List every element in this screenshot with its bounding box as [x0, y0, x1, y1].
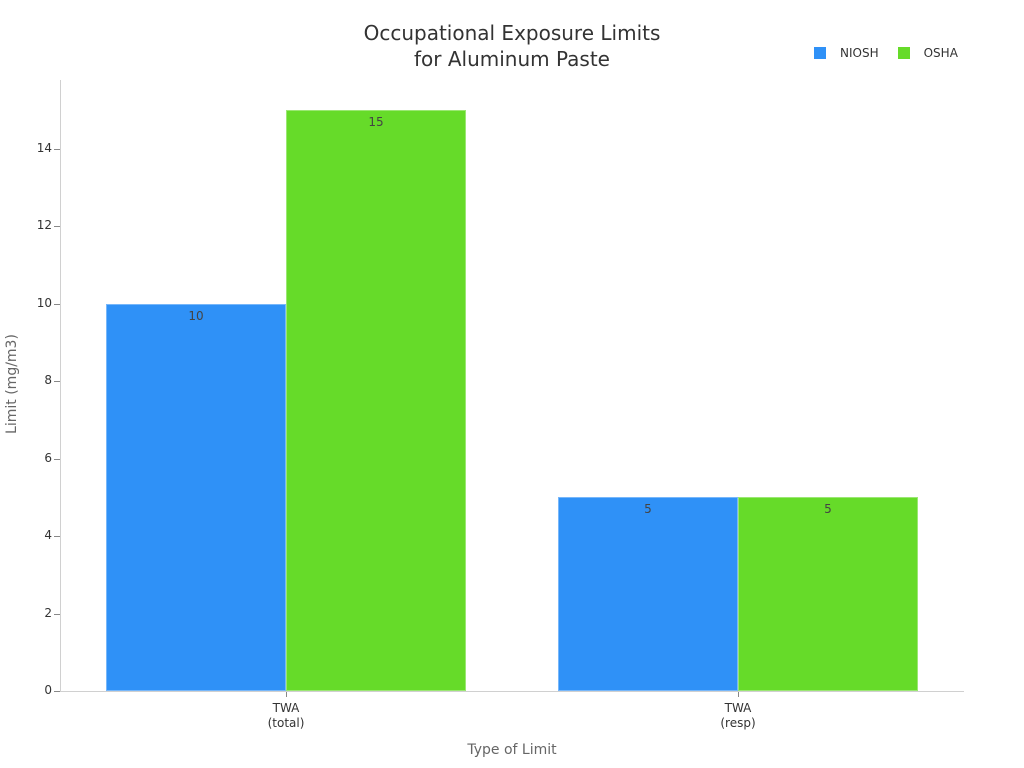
y-tick-label: 0 [44, 683, 52, 697]
y-tick [54, 381, 60, 382]
x-tick [286, 692, 287, 697]
y-tick-label: 6 [44, 451, 52, 465]
y-tick [54, 149, 60, 150]
x-tick-label: TWA (total) [236, 701, 336, 731]
bar-value-label: 5 [824, 502, 832, 516]
chart-title-line-1: Occupational Exposure Limits [363, 21, 661, 45]
y-tick-label: 10 [36, 296, 52, 310]
y-tick [54, 226, 60, 227]
y-tick [54, 459, 60, 460]
x-tick-label-line: TWA [724, 701, 752, 715]
x-tick-label-line: (total) [267, 716, 305, 730]
y-tick [54, 691, 60, 692]
x-tick-label-line: TWA [272, 701, 300, 715]
legend: NIOSH OSHA [814, 46, 977, 60]
x-axis-label: Type of Limit [467, 742, 557, 758]
legend-label-osha: OSHA [923, 46, 958, 60]
x-tick [738, 692, 739, 697]
bar-osha-1[interactable]: 5 [738, 497, 918, 691]
chart-title-line-2: for Aluminum Paste [414, 47, 610, 71]
chart-title: Occupational Exposure Limits for Aluminu… [312, 20, 712, 72]
legend-item-osha[interactable]: OSHA [897, 46, 958, 60]
x-tick-label-line: (resp) [720, 716, 756, 730]
y-tick-label: 4 [44, 528, 52, 542]
legend-item-niosh[interactable]: NIOSH [814, 46, 879, 60]
bar-value-label: 10 [188, 309, 204, 323]
y-tick-label: 14 [36, 141, 52, 155]
y-tick [54, 614, 60, 615]
legend-swatch-niosh-icon [814, 47, 826, 59]
bar-niosh-1[interactable]: 5 [558, 497, 738, 691]
y-tick [54, 536, 60, 537]
x-tick-label: TWA (resp) [688, 701, 788, 731]
x-axis-line [60, 691, 964, 692]
bar-value-label: 15 [368, 115, 384, 129]
y-axis-line [60, 80, 61, 692]
bar-value-label: 5 [644, 502, 652, 516]
y-tick-label: 8 [44, 373, 52, 387]
y-tick [54, 304, 60, 305]
bar-niosh-0[interactable]: 10 [106, 304, 286, 691]
legend-swatch-osha-icon [897, 47, 910, 59]
legend-label-niosh: NIOSH [840, 46, 879, 60]
bar-osha-0[interactable]: 15 [286, 110, 466, 691]
y-tick-label: 12 [36, 218, 52, 232]
y-tick-label: 2 [44, 606, 52, 620]
